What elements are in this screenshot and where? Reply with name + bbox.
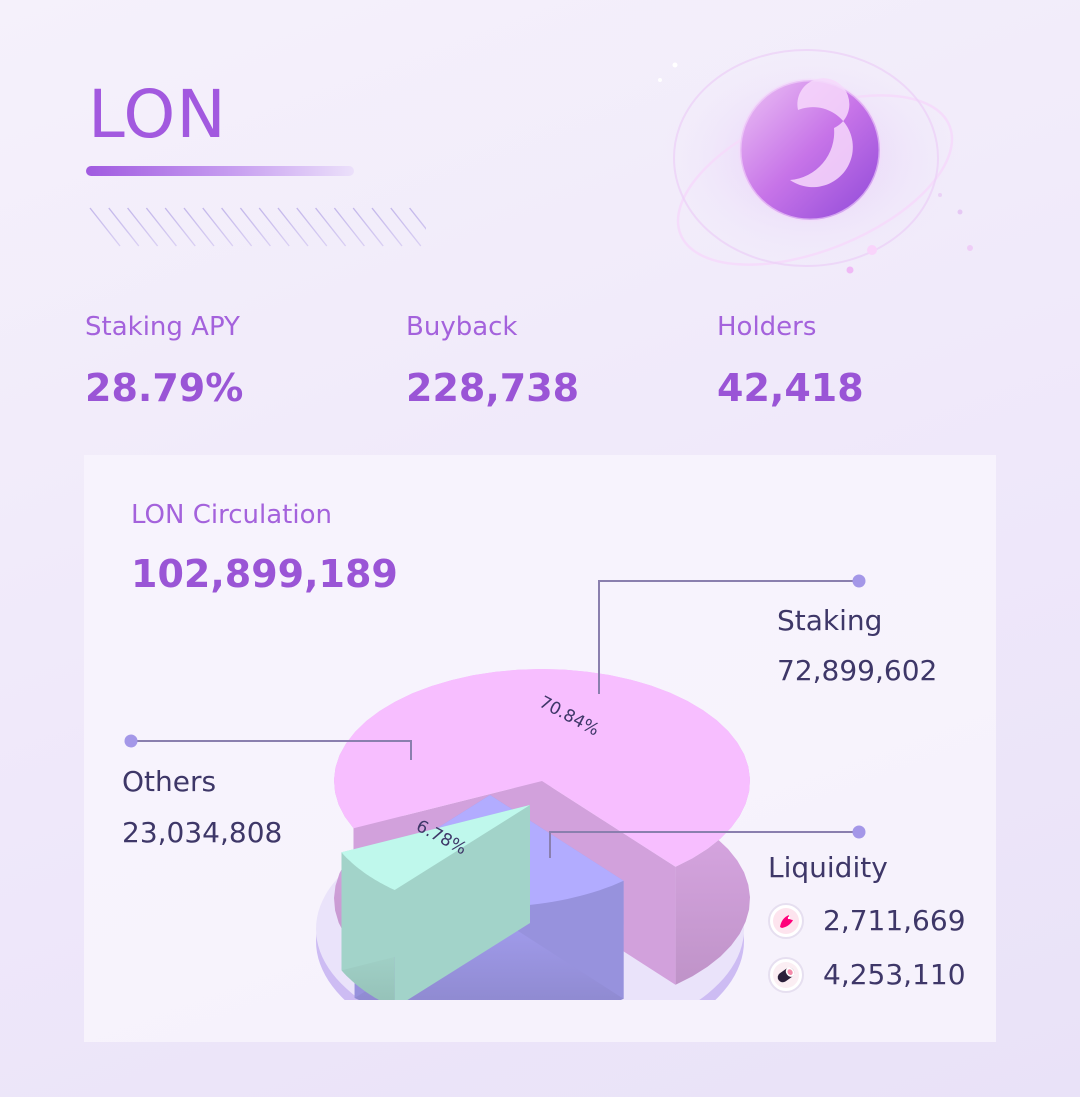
hatch-line	[258, 207, 290, 247]
hatch-line	[390, 207, 422, 247]
hatch-line	[127, 207, 159, 247]
legend-staking-name: Staking	[777, 604, 883, 637]
hatch-line	[352, 207, 384, 247]
pie-slice-top	[341, 805, 530, 890]
hatch-line	[277, 207, 309, 247]
pie-slice-top	[334, 669, 750, 867]
hatch-line	[333, 207, 365, 247]
title-underline	[86, 166, 354, 176]
stat-label: Buyback	[406, 312, 518, 342]
stat-value: 28.79%	[85, 366, 244, 410]
stat-value: 42,418	[717, 366, 864, 410]
liquidity-sushiswap-value: 4,253,110	[823, 958, 966, 991]
legend-staking-value: 72,899,602	[777, 654, 938, 687]
circulation-value: 102,899,189	[131, 552, 398, 596]
sushiswap-icon	[768, 957, 804, 993]
uniswap-icon	[768, 903, 804, 939]
stat-buyback: Buyback 228,738	[406, 310, 579, 410]
stat-label: Staking APY	[85, 312, 240, 342]
circulation-pie-chart: 70.84%22.38%6.78%	[316, 669, 750, 1000]
hatch-decoration	[89, 207, 426, 247]
circulation-label: LON Circulation	[131, 500, 332, 530]
legend-others-value: 23,034,808	[122, 816, 283, 849]
hatch-line	[409, 207, 426, 230]
legend-liquidity-name: Liquidity	[768, 851, 888, 884]
hatch-line	[239, 207, 271, 247]
hatch-line	[221, 207, 253, 247]
hatch-line	[164, 207, 196, 247]
pie-slice-liquidity: 6.78%	[341, 805, 530, 1000]
hatch-line	[315, 207, 347, 247]
hatch-line	[183, 207, 215, 247]
hatch-line	[296, 207, 328, 247]
lon-logo-icon	[658, 48, 973, 274]
liquidity-uniswap-value: 2,711,669	[823, 904, 966, 937]
hatch-line	[108, 207, 140, 247]
stat-label: Holders	[717, 312, 817, 342]
hatch-line	[89, 207, 121, 247]
hatch-line	[371, 207, 403, 247]
hatch-line	[202, 207, 234, 247]
page-title: LON	[88, 76, 227, 153]
stat-value: 228,738	[406, 366, 580, 410]
stat-holders: Holders 42,418	[717, 310, 864, 410]
stat-staking-apy: Staking APY 28.79%	[85, 310, 243, 410]
hatch-line	[145, 207, 177, 247]
legend-others-name: Others	[122, 765, 217, 798]
